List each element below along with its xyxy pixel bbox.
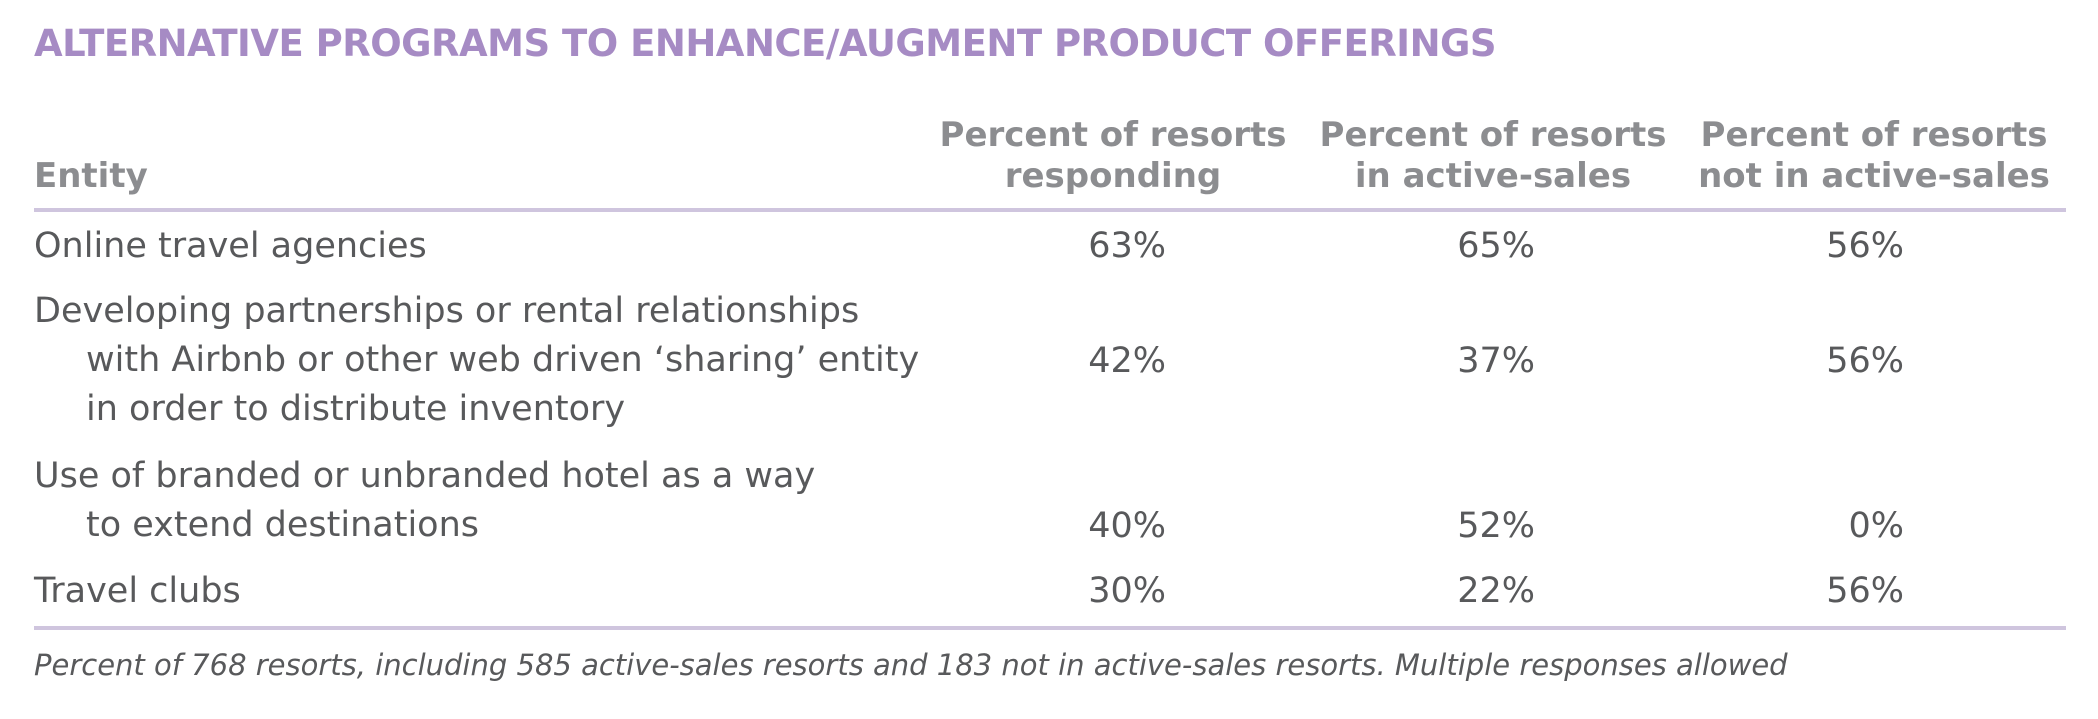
table-cell-active-sales: 52% [1457, 506, 1535, 546]
table-cell-responding: 30% [1088, 571, 1166, 611]
page-title: ALTERNATIVE PROGRAMS TO ENHANCE/AUGMENT … [34, 22, 1497, 65]
column-header-active-sales-line1: Percent of resorts [1319, 115, 1667, 155]
row-label-line: in order to distribute inventory [86, 389, 626, 429]
column-header-not-active-sales: Percent of resorts not in active-sales [1684, 115, 2064, 197]
row-label-line: Online travel agencies [34, 226, 427, 266]
column-header-active-sales-line2: in active-sales [1354, 156, 1632, 196]
table-cell-not-active-sales: 56% [1826, 571, 1904, 611]
footnote: Percent of 768 resorts, including 585 ac… [34, 648, 1788, 682]
column-header-entity: Entity [34, 156, 148, 196]
table-cell-active-sales: 65% [1457, 226, 1535, 266]
row-label-line: Developing partnerships or rental relati… [34, 291, 860, 331]
table-cell-active-sales: 37% [1457, 341, 1535, 381]
row-label-line: Use of branded or unbranded hotel as a w… [34, 456, 816, 496]
row-label-hotel: Use of branded or unbranded hotel as a w… [34, 452, 815, 550]
row-label-line: Travel clubs [34, 571, 241, 611]
column-header-responding-line2: responding [1004, 156, 1222, 196]
table-cell-responding: 63% [1088, 226, 1166, 266]
row-label-line: to extend destinations [86, 505, 480, 545]
column-header-not-active-sales-line1: Percent of resorts [1700, 115, 2048, 155]
column-header-active-sales: Percent of resorts in active-sales [1303, 115, 1683, 197]
row-label-travel-clubs: Travel clubs [34, 567, 241, 616]
table-cell-not-active-sales: 56% [1826, 226, 1904, 266]
table-cell-not-active-sales: 56% [1826, 341, 1904, 381]
table-cell-responding: 42% [1088, 341, 1166, 381]
row-label-line: with Airbnb or other web driven ‘sharing… [86, 340, 920, 380]
table-cell-not-active-sales: 0% [1848, 506, 1904, 546]
row-label-partnerships: Developing partnerships or rental relati… [34, 287, 919, 434]
header-divider [34, 208, 2066, 212]
row-label-online-travel-agencies: Online travel agencies [34, 222, 427, 271]
column-header-responding-line1: Percent of resorts [939, 115, 1287, 155]
table-cell-active-sales: 22% [1457, 571, 1535, 611]
table-bottom-divider [34, 626, 2066, 630]
table-cell-responding: 40% [1088, 506, 1166, 546]
column-header-not-active-sales-line2: not in active-sales [1698, 156, 2050, 196]
column-header-responding: Percent of resorts responding [923, 115, 1303, 197]
